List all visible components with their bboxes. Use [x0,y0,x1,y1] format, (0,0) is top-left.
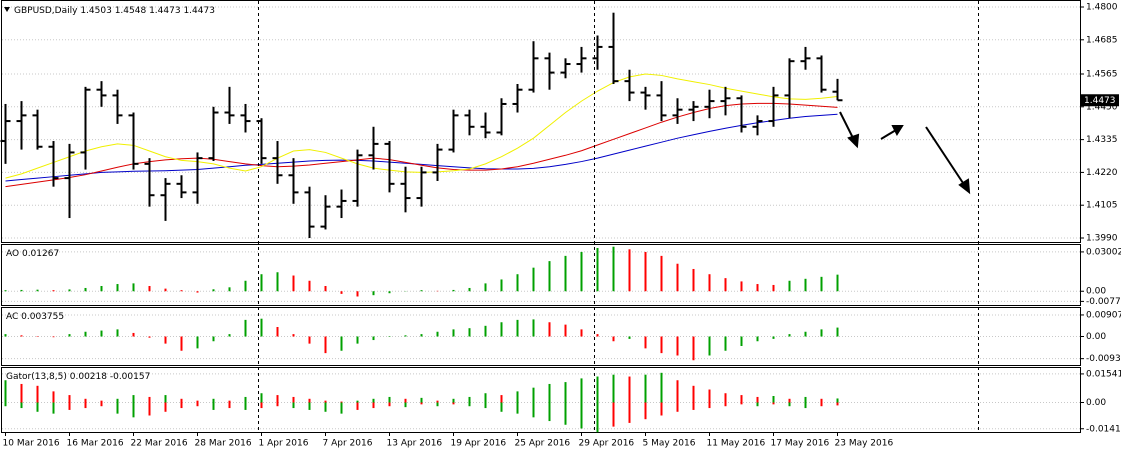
x-tick-label: 25 Apr 2016 [515,439,571,449]
x-tick-label: 5 May 2016 [643,439,696,449]
front-layer: 1.4800 1.4685 1.4565 1.4450 1.4335 1.4220 1.41… [3,2,1121,448]
indicator-value: 0.01267 [22,249,59,259]
chart-header: GBPUSD,Daily 1.4503 1.4548 1.4473 1.4473 [14,6,215,16]
y-tick-label: 1.3990 [1086,234,1118,244]
arrow-head [958,178,971,195]
gator-header: Gator(13,8,5) 0.00218 -0.00157 [6,372,150,382]
high: 1.4548 [115,6,147,16]
y-tick-label: -0.00774 [1086,297,1121,307]
arrow-head [847,133,860,149]
y-tick-label: 1.4565 [1086,70,1118,80]
current-price-label: 1.4473 [1084,96,1116,106]
y-tick-label: 1.4450 [1086,102,1118,112]
arrow [880,129,897,140]
x-tick-label: 10 Mar 2016 [3,439,60,449]
indicator-name: AC [6,312,18,322]
y-tick-label: 1.4685 [1086,35,1118,45]
moving-average [5,102,838,188]
x-tick-label: 1 Apr 2016 [259,439,309,449]
y-tick-label: 1.4800 [1086,2,1118,12]
x-tick-label: 23 May 2016 [835,439,894,449]
open: 1.4503 [80,6,112,16]
x-tick-label: 16 Mar 2016 [67,439,124,449]
y-tick-label: 0.00 [1086,398,1106,408]
current-price-box [1081,94,1119,107]
x-tick-label: 22 Mar 2016 [131,439,188,449]
moving-average [5,113,838,182]
gator-panel [1,367,1081,433]
y-tick-label: -0.01415 [1086,424,1121,434]
y-tick-label: 0.03002 [1086,247,1121,257]
indicator-name: AO [6,249,19,259]
y-tick-label: 0.00 [1086,287,1106,297]
x-tick-label: 7 Apr 2016 [323,439,373,449]
y-tick-label: -0.00933 [1086,354,1121,364]
x-tick-label: 19 Apr 2016 [451,439,507,449]
forecast-arrows [839,111,971,195]
plot-layer [0,6,1084,436]
indicator-value: 0.003755 [21,312,64,322]
ao-panel [1,244,1081,306]
x-tick-label: 29 Apr 2016 [579,439,635,449]
low: 1.4473 [149,6,181,16]
close: 1.4473 [183,6,215,16]
x-tick-label: 17 May 2016 [771,439,830,449]
indicator-name: Gator(13,8,5) [6,372,67,382]
header-icon [4,7,10,12]
x-tick-label: 13 Apr 2016 [387,439,443,449]
arrow-head [891,125,904,137]
y-tick-label: 0.009072 [1086,310,1121,320]
indicator-value: -0.00157 [110,372,150,382]
arrow [839,111,855,141]
y-tick-label: 1.4220 [1086,168,1118,178]
x-tick-label: 28 Mar 2016 [195,439,252,449]
y-tick-label: 0.01541 [1086,369,1121,379]
ac-header: AC 0.003755 [6,312,64,322]
arrow [925,126,966,187]
y-tick-label: 1.4105 [1086,201,1118,211]
ao-header: AO 0.01267 [6,249,59,259]
indicator-value: 0.00218 [70,372,107,382]
x-tick-label: 11 May 2016 [707,439,766,449]
y-tick-label: 0.00 [1086,332,1106,342]
price-panel [1,0,1081,243]
symbol: GBPUSD,Daily [14,6,78,16]
y-tick-label: 1.4335 [1086,135,1118,145]
